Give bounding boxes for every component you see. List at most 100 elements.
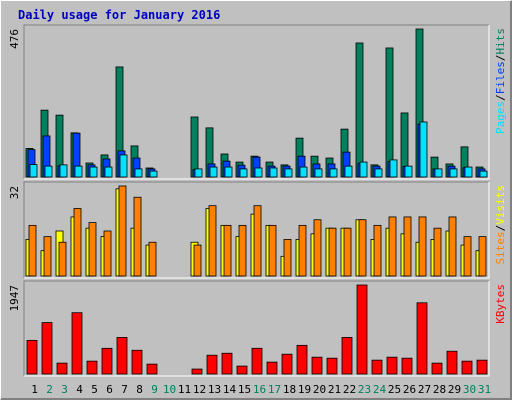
bar: [403, 216, 412, 277]
bar: [401, 357, 413, 375]
bar: [433, 227, 442, 277]
bar: [284, 168, 293, 178]
x-tick-label: 29: [448, 383, 461, 396]
bar: [326, 357, 338, 375]
legend: Sites/Visits: [494, 185, 507, 265]
bar: [448, 216, 457, 277]
bar: [374, 168, 383, 178]
bar: [119, 154, 128, 178]
bar: [194, 168, 203, 178]
bar: [419, 121, 428, 178]
bar: [236, 365, 248, 375]
x-tick-label: 15: [238, 383, 251, 396]
bar: [299, 166, 308, 178]
panel-edge-light: [24, 281, 490, 377]
bar: [358, 219, 367, 277]
y-tick-label: 1947: [8, 285, 21, 312]
x-tick-label: 7: [121, 383, 128, 396]
panel: [24, 25, 489, 179]
bar: [373, 224, 382, 277]
bar: [314, 168, 323, 178]
bar: [103, 230, 112, 277]
bar: [88, 222, 97, 277]
bar: [89, 166, 98, 178]
bar: [253, 205, 262, 277]
bar: [328, 227, 337, 277]
x-tick-label: 27: [418, 383, 431, 396]
legend-entry: Hits: [494, 28, 507, 55]
legend-separator: /: [494, 225, 507, 232]
bar: [59, 164, 68, 178]
bar: [341, 337, 353, 375]
x-tick-label: 26: [403, 383, 416, 396]
bar: [134, 168, 143, 178]
bar: [313, 219, 322, 277]
x-tick-label: 11: [178, 383, 191, 396]
bar: [41, 322, 53, 375]
x-tick-label: 10: [163, 383, 176, 396]
bar: [116, 337, 128, 375]
bar: [296, 344, 308, 375]
y-tick-label: 32: [8, 186, 21, 199]
panel-edge-dark: [23, 280, 489, 376]
bar: [146, 363, 158, 375]
legend-separator: /: [494, 94, 507, 101]
bar: [269, 167, 278, 178]
bar: [221, 352, 233, 375]
bar: [343, 227, 352, 277]
bar: [208, 205, 217, 277]
bar: [149, 170, 158, 178]
bar: [359, 161, 368, 178]
bar: [434, 168, 443, 178]
bar: [389, 159, 398, 178]
bar: [268, 224, 277, 277]
bar: [101, 347, 113, 375]
x-tick-label: 2: [46, 383, 53, 396]
legend-entry: Visits: [494, 185, 507, 225]
bar: [385, 47, 394, 178]
bar: [371, 359, 383, 375]
x-tick-label: 14: [223, 383, 237, 396]
bar: [416, 302, 428, 375]
bar: [356, 284, 368, 375]
y-tick-label: 476: [8, 29, 21, 49]
bar: [209, 166, 218, 178]
bar: [479, 170, 488, 178]
bar: [461, 360, 473, 375]
bar: [223, 224, 232, 277]
x-tick-label: 20: [313, 383, 326, 396]
bar: [476, 359, 488, 375]
legend: KBytes: [494, 284, 507, 324]
bar: [418, 216, 427, 277]
bar: [56, 362, 68, 375]
bar: [449, 168, 458, 178]
panel-edge-light: [24, 182, 490, 279]
legend: Pages/Files/Hits: [494, 28, 507, 134]
x-tick-label: 5: [91, 383, 98, 396]
bar: [344, 165, 353, 178]
bar: [86, 360, 98, 375]
bar: [238, 224, 247, 277]
x-tick-label: 30: [463, 383, 476, 396]
bar: [44, 165, 53, 178]
bar: [191, 368, 203, 375]
bar: [355, 42, 364, 178]
bar: [463, 236, 472, 277]
x-tick-label: 12: [193, 383, 206, 396]
bar: [329, 168, 338, 178]
x-tick-label: 24: [373, 383, 387, 396]
x-tick-label: 31: [478, 383, 491, 396]
x-tick-label: 22: [343, 383, 356, 396]
bar: [118, 185, 127, 277]
panel-edge-dark: [23, 181, 489, 278]
bar: [478, 236, 487, 277]
x-tick-label: 4: [76, 383, 83, 396]
bar: [404, 165, 413, 178]
panel-edge-light: [24, 25, 490, 180]
bar: [29, 164, 38, 178]
legend-entry: Pages: [494, 101, 507, 134]
x-tick-label: 28: [433, 383, 446, 396]
bar: [388, 216, 397, 277]
